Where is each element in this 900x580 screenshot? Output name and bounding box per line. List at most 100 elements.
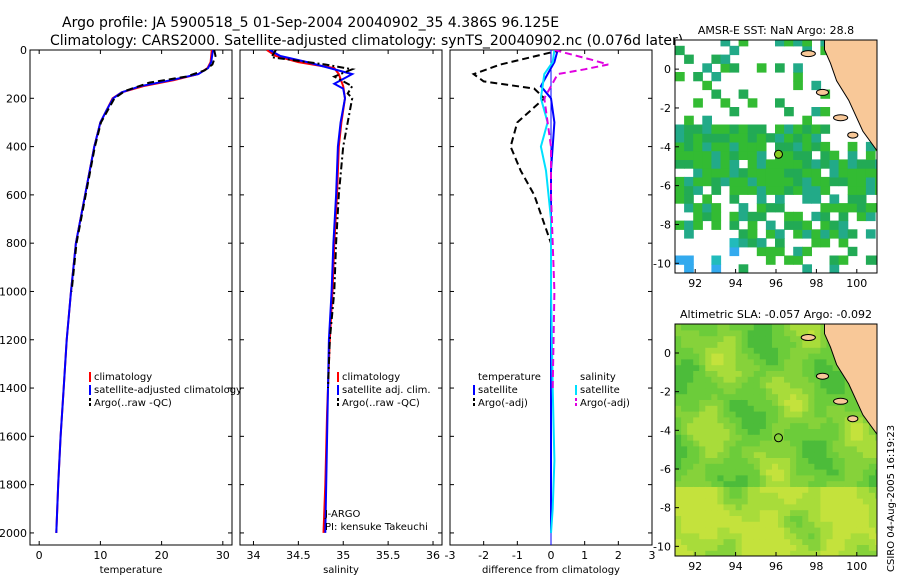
sla-cell — [844, 440, 852, 447]
sla-cell — [675, 498, 682, 505]
sla-cell — [681, 399, 688, 406]
sla-cell — [796, 550, 803, 556]
sla-cell — [856, 422, 864, 429]
sla-cell — [711, 341, 719, 348]
sla-cell — [711, 451, 719, 458]
sla-cell — [862, 451, 870, 458]
sla-cell — [687, 434, 694, 441]
sla-cell — [832, 411, 840, 418]
sla-cell — [675, 527, 682, 534]
sla-cell — [711, 376, 719, 383]
sla-cell — [778, 509, 785, 516]
sla-cell — [784, 387, 791, 395]
sst-cell — [720, 98, 731, 108]
y-tick-label: -6 — [660, 180, 671, 193]
sla-cell — [784, 503, 791, 511]
sla-cell — [693, 347, 700, 354]
sla-cell — [772, 387, 779, 395]
sla-cell — [723, 509, 731, 516]
sla-cell — [832, 382, 840, 389]
sla-cell — [741, 544, 749, 551]
sla-cell — [729, 329, 737, 337]
sst-cell — [711, 176, 722, 187]
sst-cell — [875, 203, 877, 213]
sla-cell — [838, 428, 846, 435]
sla-cell — [820, 544, 828, 551]
sla-cell — [790, 353, 797, 360]
sla-cell — [759, 335, 767, 342]
sla-cell — [814, 480, 822, 487]
sla-cell — [735, 393, 743, 400]
sla-cell — [759, 532, 767, 540]
sst-cell — [775, 238, 785, 248]
x-tick-label: 34.5 — [286, 549, 311, 562]
sla-cell — [772, 335, 779, 342]
sla-cell — [675, 474, 682, 482]
sla-cell — [687, 474, 694, 482]
sla-cell — [856, 457, 864, 464]
sla-cell — [753, 370, 761, 377]
sla-cell — [778, 469, 785, 476]
sst-cell — [702, 203, 712, 213]
sla-cell — [723, 411, 731, 418]
sla-cell — [675, 434, 682, 441]
sla-cell — [735, 538, 743, 545]
sla-cell — [759, 434, 767, 441]
sla-cell — [687, 399, 694, 406]
sla-cell — [808, 376, 815, 383]
sla-cell — [808, 434, 815, 441]
sla-cell — [759, 364, 767, 371]
sla-cell — [729, 370, 737, 377]
sla-cell — [735, 364, 743, 371]
sla-cell — [784, 451, 791, 458]
sst-cell — [675, 185, 685, 195]
sla-cell — [838, 411, 846, 418]
sla-cell — [838, 538, 846, 545]
sla-cell — [681, 393, 688, 400]
sla-cell — [826, 515, 834, 522]
sla-cell — [705, 532, 712, 540]
sla-cell — [687, 440, 694, 447]
sla-cell — [675, 550, 682, 556]
sla-cell — [693, 486, 700, 493]
sla-cell — [675, 440, 682, 447]
sst-cell — [720, 54, 731, 64]
sla-cell — [784, 399, 791, 406]
sla-cell — [796, 329, 803, 337]
sla-cell — [765, 411, 773, 418]
sst-cell — [829, 159, 840, 169]
sst-cell — [684, 176, 694, 187]
y-tick-label: 200 — [6, 92, 27, 105]
sla-cell — [862, 474, 870, 482]
sst-cell — [720, 176, 731, 187]
sla-cell — [832, 480, 840, 487]
sla-cell — [814, 532, 822, 540]
sla-cell — [675, 521, 682, 528]
sla-cell — [687, 353, 694, 360]
sla-cell — [820, 474, 828, 482]
sla-cell — [826, 503, 834, 511]
sst-cell — [865, 229, 876, 239]
map-title: AMSR-E SST: NaN Argo: 28.8 — [698, 24, 854, 37]
sla-cell — [765, 463, 773, 470]
sla-cell — [784, 457, 791, 464]
sla-cell — [759, 393, 767, 400]
sla-cell — [772, 434, 779, 441]
sla-cell — [711, 370, 719, 377]
plot-frame — [29, 49, 233, 546]
sla-cell — [875, 498, 877, 505]
sla-cell — [723, 416, 731, 424]
sla-cell — [729, 335, 737, 342]
sst-cell — [811, 229, 822, 239]
sla-cell — [796, 474, 803, 482]
sla-cell — [723, 353, 731, 360]
sla-cell — [826, 387, 834, 395]
sla-cell — [741, 358, 749, 366]
sla-cell — [699, 550, 706, 556]
sla-cell — [814, 469, 822, 476]
sla-cell — [693, 445, 700, 453]
sla-cell — [826, 405, 834, 412]
legend-label: salinity — [580, 372, 616, 383]
sla-cell — [741, 509, 749, 516]
